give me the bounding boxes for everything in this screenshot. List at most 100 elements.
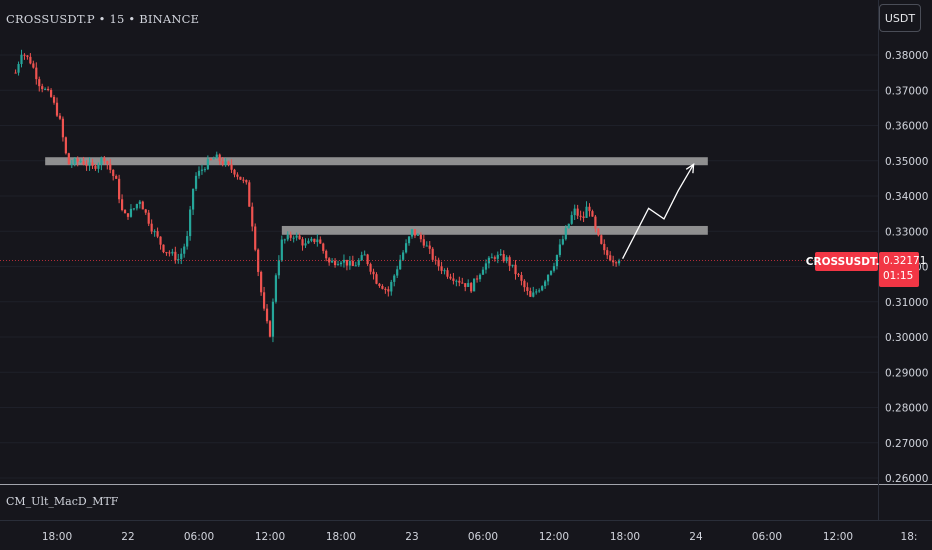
candle-body — [470, 283, 473, 292]
candle-body — [558, 244, 562, 255]
candle-body — [100, 158, 103, 165]
candle-body — [369, 264, 372, 272]
candle-body — [357, 260, 360, 266]
candle-body — [55, 102, 59, 116]
candle-body — [331, 260, 334, 263]
candle-body — [20, 54, 23, 65]
candle-body — [342, 259, 346, 263]
candle-body — [390, 281, 393, 292]
candle-body — [600, 235, 603, 244]
currency-button[interactable]: USDT — [879, 4, 921, 32]
candle-body — [567, 223, 570, 229]
candle-body — [126, 213, 130, 217]
candle-body — [316, 239, 319, 243]
candle-body — [313, 238, 316, 243]
indicator-name[interactable]: CM_Ult_MacD_MTF — [6, 495, 119, 508]
candle-body — [461, 282, 464, 284]
price-tick-label: 0.37000 — [885, 85, 928, 97]
candle-body — [200, 169, 204, 171]
candle-body — [322, 243, 325, 251]
candle-body — [464, 283, 467, 287]
candle-body — [109, 163, 112, 170]
candle-body — [354, 265, 357, 267]
candle-body — [612, 260, 615, 263]
candle-body — [484, 263, 488, 270]
candle-body — [449, 276, 452, 279]
candle-body — [260, 271, 263, 293]
candle-body — [431, 248, 434, 260]
price-zone — [281, 225, 708, 235]
candle-body — [112, 169, 115, 176]
candle-body — [597, 228, 600, 236]
candle-body — [514, 264, 517, 275]
candle-body — [363, 254, 366, 256]
candle-body — [41, 86, 44, 90]
price-tick-label: 0.29000 — [885, 367, 928, 379]
candle-body — [171, 251, 174, 254]
candle-body — [594, 216, 597, 229]
candle-body — [307, 240, 310, 244]
candle-body — [582, 216, 585, 218]
candle-body — [286, 234, 289, 240]
candle-body — [496, 254, 499, 259]
candle-body — [14, 72, 17, 74]
candle-body — [32, 63, 35, 68]
candle-body — [67, 153, 70, 165]
candle-body — [150, 223, 153, 232]
candle-body — [452, 278, 455, 281]
candle-body — [585, 206, 588, 218]
candle-body — [333, 260, 337, 266]
candle-body — [189, 209, 192, 237]
candle-body — [245, 180, 248, 183]
candle-body — [402, 252, 405, 260]
candle-body — [64, 137, 67, 154]
candle-body — [191, 188, 195, 210]
candle-body — [277, 260, 280, 276]
time-axis: 18:00 22 06:00 12:00 18:00 23 06:00 12:00 18:00 2… — [42, 531, 918, 543]
price-tick-label: 0.36000 — [885, 121, 928, 133]
price-axis: 0.38000 0.37000 0.36000 0.35000 0.34000 0.330… — [885, 50, 928, 485]
candle-body — [404, 243, 408, 253]
candle-body — [44, 88, 47, 90]
candle-body — [393, 275, 396, 282]
candle-body — [265, 308, 269, 322]
candle-body — [573, 208, 576, 216]
candle-body — [378, 283, 381, 287]
symbol-title[interactable]: CROSSUSDT.P • 15 • BINANCE — [6, 12, 200, 26]
candle-body — [437, 259, 440, 267]
price-tick-label: 0.33000 — [885, 226, 928, 238]
candle-body — [523, 280, 526, 288]
time-tick-label: 18:00 — [610, 531, 640, 543]
candle-body — [493, 257, 496, 259]
candle-body — [617, 260, 621, 264]
time-tick-label: 22 — [121, 531, 134, 543]
time-tick-label: 06:00 — [752, 531, 782, 543]
candle-body — [381, 286, 384, 289]
candle-body — [440, 266, 443, 271]
candle-body — [481, 269, 485, 275]
candle-body — [159, 236, 162, 245]
candle-body — [301, 239, 304, 246]
candle-body — [348, 260, 351, 266]
candle-body — [203, 169, 207, 171]
candle-body — [526, 287, 529, 291]
candle-body — [511, 264, 514, 266]
candle-body — [274, 275, 278, 302]
candle-body — [336, 264, 340, 266]
candle-body — [360, 255, 363, 261]
candle-body — [17, 64, 20, 73]
candle-body — [221, 161, 224, 165]
candle-body — [319, 239, 322, 244]
candle-body — [212, 158, 215, 160]
candle-body — [505, 257, 508, 262]
time-tick-label: 12:00 — [539, 531, 569, 543]
current-price-value: 0.32171 — [883, 255, 927, 267]
candle-body — [49, 90, 53, 97]
candle-body — [85, 164, 88, 167]
candle-body — [292, 237, 295, 239]
candle-body — [487, 257, 491, 264]
candle-body — [230, 164, 233, 170]
candle-body — [475, 278, 479, 280]
